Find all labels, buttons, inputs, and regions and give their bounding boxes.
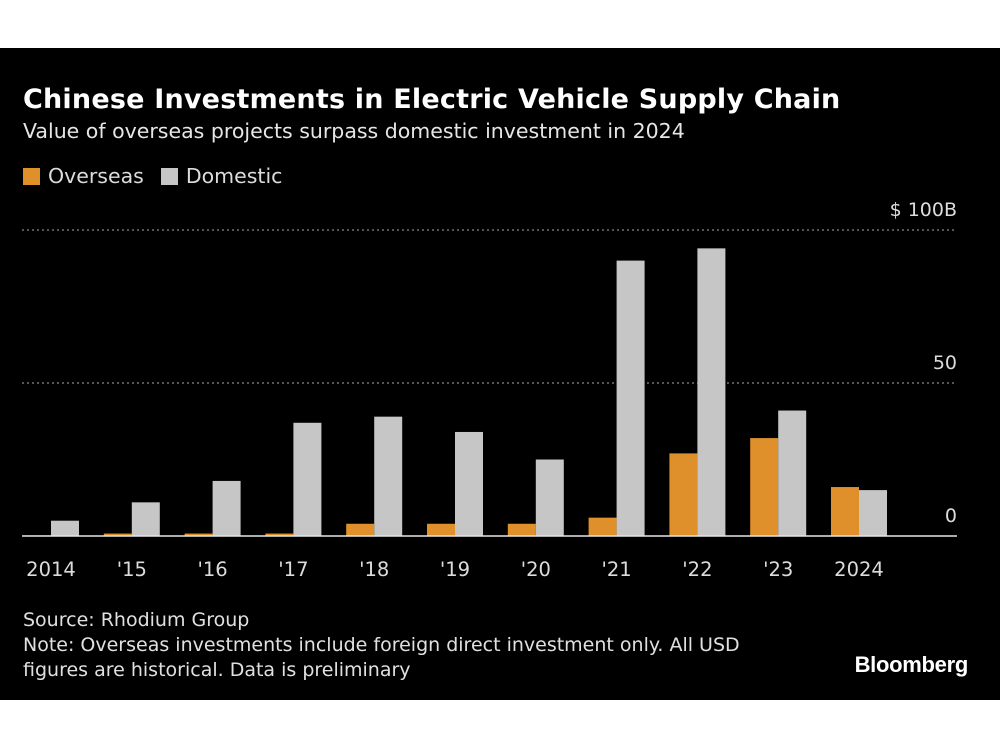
bar-overseas-7 xyxy=(588,517,617,536)
x-tick-label-10: 2024 xyxy=(834,558,884,581)
bar-domestic-7 xyxy=(616,260,645,536)
chart-subtitle: Value of overseas projects surpass domes… xyxy=(23,119,685,143)
x-tick-label-0: 2014 xyxy=(26,558,76,581)
bar-domestic-0 xyxy=(51,520,79,536)
bar-overseas-3 xyxy=(265,533,294,536)
legend-item-overseas: Overseas xyxy=(23,164,144,188)
bar-domestic-1 xyxy=(131,502,160,536)
legend: Overseas Domestic xyxy=(23,164,299,188)
bar-overseas-4 xyxy=(346,523,375,536)
x-tick-label-7: '21 xyxy=(602,558,632,581)
x-tick-label-1: '15 xyxy=(117,558,147,581)
bar-chart: 0 50 $ 100B 2014 '15 '16 '17 '18 '19 '20 '21 '22 '23… xyxy=(22,199,957,581)
bar-domestic-2 xyxy=(212,480,241,536)
bar-overseas-10 xyxy=(831,487,859,536)
x-tick-label-8: '22 xyxy=(682,558,712,581)
y-tick-label-0: 0 xyxy=(945,505,957,527)
note-text-line1: Note: Overseas investments include forei… xyxy=(23,634,740,656)
bar-overseas-5 xyxy=(427,523,455,536)
x-tick-label-6: '20 xyxy=(521,558,551,581)
bar-overseas-8 xyxy=(669,453,698,536)
bar-domestic-8 xyxy=(697,248,726,537)
footer: Source: Rhodium Group Note: Overseas inv… xyxy=(23,608,740,683)
x-tick-label-3: '17 xyxy=(278,558,308,581)
x-tick-label-9: '23 xyxy=(763,558,793,581)
x-tick-label-2: '16 xyxy=(198,558,228,581)
legend-label-domestic: Domestic xyxy=(185,164,283,188)
x-tick-label-5: '19 xyxy=(440,558,470,581)
legend-label-overseas: Overseas xyxy=(48,164,144,188)
bar-overseas-2 xyxy=(184,533,213,536)
source-text: Source: Rhodium Group xyxy=(23,609,250,631)
bar-overseas-1 xyxy=(103,533,132,536)
bar-domestic-6 xyxy=(535,459,564,536)
bar-domestic-4 xyxy=(374,416,403,536)
legend-swatch-overseas xyxy=(23,167,40,185)
y-tick-label-1: 50 xyxy=(933,352,957,374)
bar-domestic-3 xyxy=(293,422,322,536)
chart-card: Chinese Investments in Electric Vehicle … xyxy=(0,48,1000,700)
bar-overseas-9 xyxy=(750,438,779,536)
chart-title: Chinese Investments in Electric Vehicle … xyxy=(23,84,841,115)
bar-domestic-10 xyxy=(859,490,887,536)
bar-domestic-9 xyxy=(778,410,807,536)
bar-overseas-6 xyxy=(507,523,536,536)
y-tick-label-2: $ 100B xyxy=(890,199,957,221)
x-tick-label-4: '18 xyxy=(359,558,389,581)
note-text-line2: figures are historical. Data is prelimin… xyxy=(23,659,411,681)
bloomberg-logo: Bloomberg xyxy=(854,652,969,677)
legend-swatch-domestic xyxy=(160,167,178,185)
bar-domestic-5 xyxy=(455,431,483,536)
legend-item-domestic: Domestic xyxy=(160,164,283,188)
